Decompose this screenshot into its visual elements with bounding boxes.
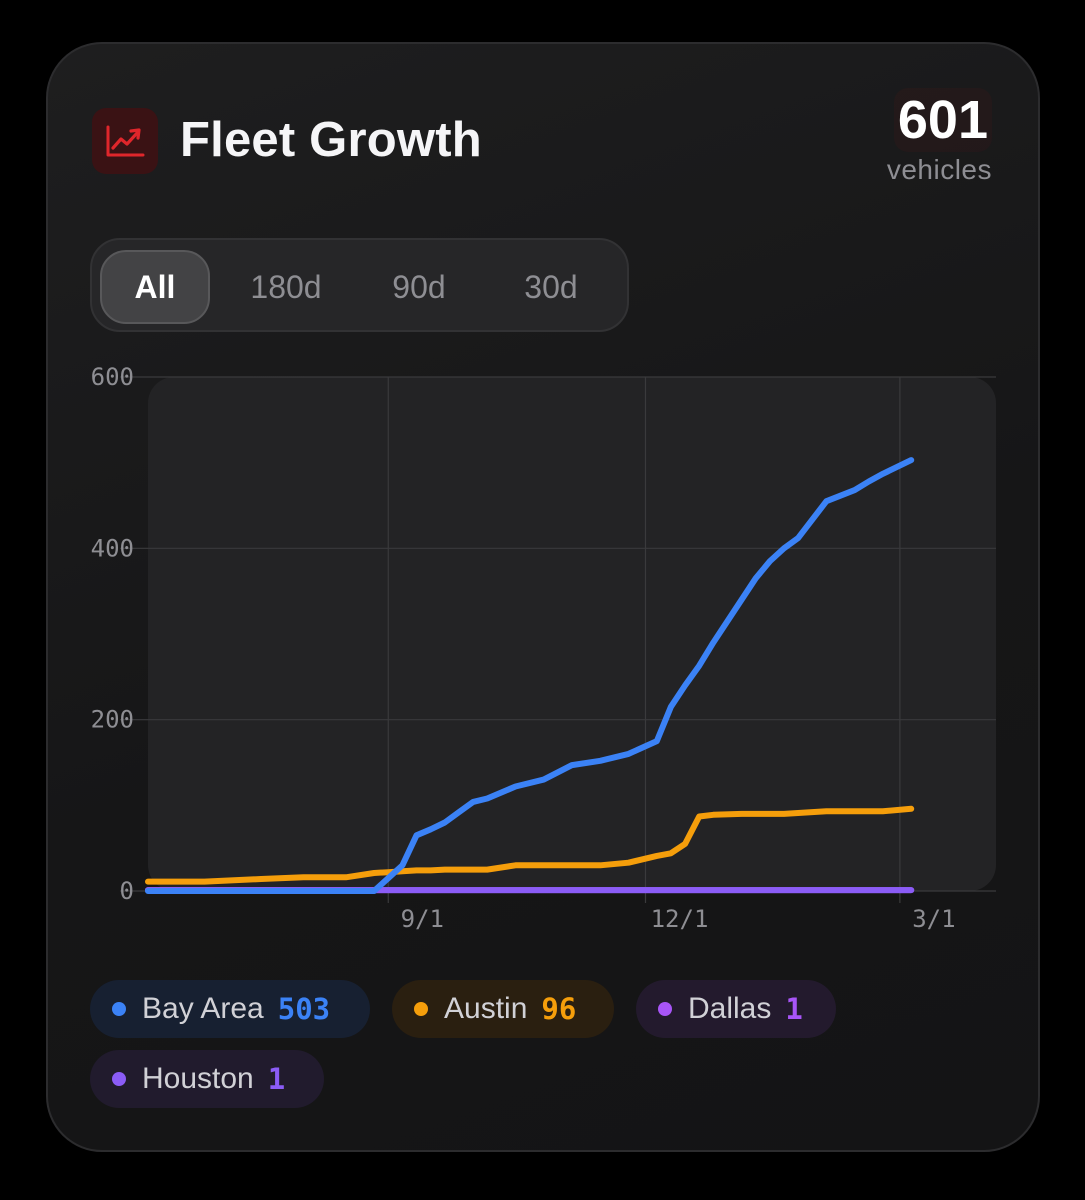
total-count: 601 — [893, 88, 992, 152]
x-tick-label: 9/1 — [401, 905, 444, 933]
legend-dot-icon — [658, 1002, 672, 1016]
range-selector: All 180d 90d 30d — [90, 238, 629, 332]
plot-area — [148, 377, 996, 891]
x-tick-label: 12/1 — [651, 905, 709, 933]
range-option-all[interactable]: All — [100, 250, 210, 324]
trending-up-icon — [92, 108, 158, 174]
legend-chip-austin[interactable]: Austin 96 — [392, 980, 614, 1038]
series-line-bay-area — [145, 457, 915, 894]
legend-dot-icon — [112, 1002, 126, 1016]
legend-count: 96 — [541, 992, 577, 1026]
y-tick-label: 0 — [120, 877, 134, 905]
legend-chip-houston[interactable]: Houston 1 — [90, 1050, 324, 1108]
legend-label: Bay Area — [142, 992, 264, 1025]
legend-label: Austin — [444, 992, 528, 1025]
y-tick-label: 200 — [91, 706, 134, 734]
range-option-90d[interactable]: 90d — [392, 268, 446, 305]
legend-chip-dallas[interactable]: Dallas 1 — [636, 980, 836, 1038]
card-title: Fleet Growth — [180, 113, 482, 167]
total-vehicles: 601 vehicles — [887, 88, 992, 186]
range-option-180d[interactable]: 180d — [250, 268, 322, 305]
range-option-30d[interactable]: 30d — [524, 268, 578, 305]
legend-count: 503 — [277, 992, 331, 1026]
x-tick-label: 3/1 — [912, 905, 955, 933]
legend-dot-icon — [112, 1072, 126, 1086]
y-tick-label: 600 — [91, 363, 134, 391]
series-line-austin — [145, 805, 915, 885]
legend-count: 1 — [785, 992, 803, 1026]
legend-chip-bay-area[interactable]: Bay Area 503 — [90, 980, 370, 1038]
y-tick-label: 400 — [91, 534, 134, 562]
legend-dot-icon — [414, 1002, 428, 1016]
legend-label: Houston — [142, 1062, 254, 1095]
legend-label: Dallas — [688, 992, 772, 1025]
legend-count: 1 — [267, 1062, 286, 1096]
total-unit-label: vehicles — [886, 154, 992, 185]
